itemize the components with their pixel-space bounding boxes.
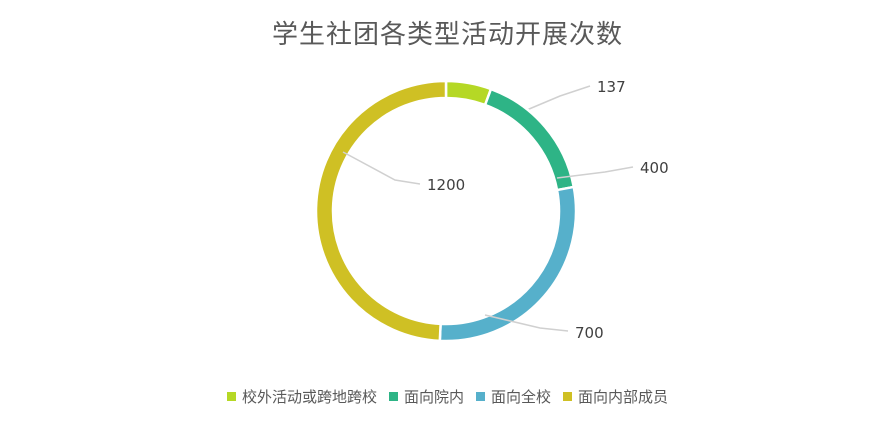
legend-label: 校外活动或跨地跨校	[241, 388, 377, 406]
leader-line-3	[484, 314, 569, 332]
legend-label: 面向内部成员	[578, 388, 669, 406]
slice-3	[438, 185, 578, 343]
legend-item-3: 面向全校	[476, 386, 551, 407]
leader-line-4	[342, 151, 421, 185]
slice-2	[483, 87, 576, 192]
legend-swatch	[563, 392, 573, 401]
legend-swatch	[388, 392, 398, 401]
leader-line-1	[521, 85, 591, 113]
legend-label: 面向院内	[403, 388, 464, 406]
chart-title: 学生社团各类型活动开展次数	[271, 20, 623, 50]
legend-item-1: 校外活动或跨地跨校	[226, 386, 377, 407]
slice-1	[444, 79, 493, 107]
slice-4	[314, 79, 448, 343]
legend-swatch	[226, 392, 236, 401]
legend-item-2: 面向院内	[388, 386, 464, 407]
data-label-4: 1200	[427, 176, 465, 194]
leader-line-2	[556, 166, 634, 179]
data-label-2: 400	[640, 159, 669, 177]
chart-legend: 校外活动或跨地跨校 面向院内 面向全校 面向内部成员	[0, 386, 895, 407]
legend-label: 面向全校	[491, 388, 552, 406]
legend-item-4: 面向内部成员	[563, 386, 668, 407]
data-label-3: 700	[575, 324, 604, 342]
legend-swatch	[476, 392, 485, 401]
data-label-1: 137	[597, 78, 626, 96]
